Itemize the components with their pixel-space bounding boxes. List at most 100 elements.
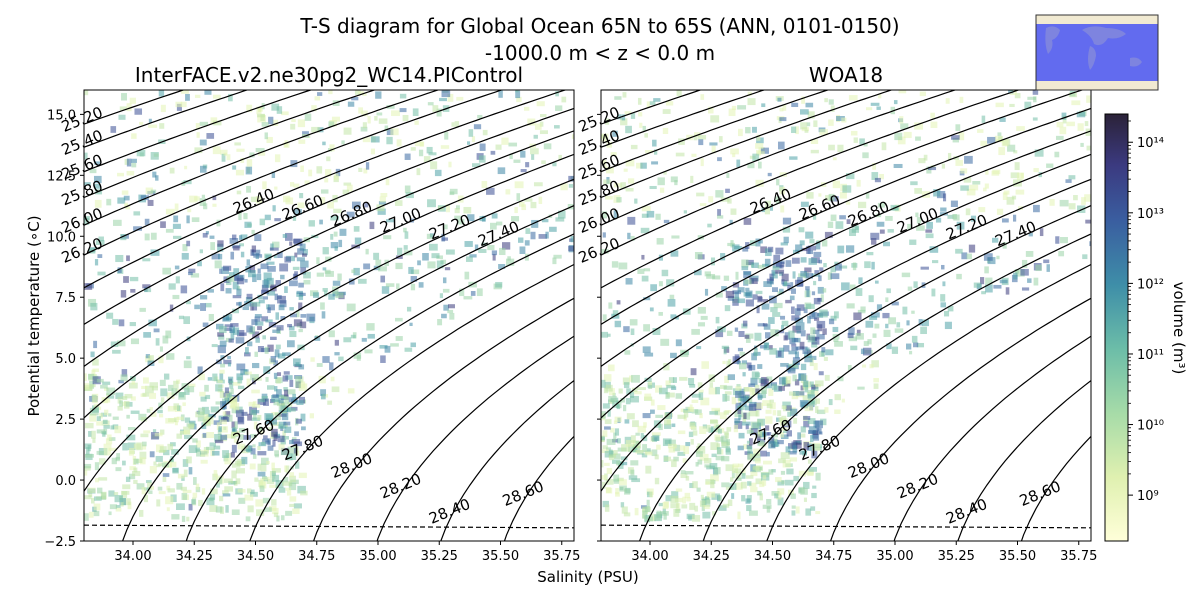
heatmap-cell [932,260,939,264]
heatmap-cell [762,504,772,509]
heatmap-cell [814,270,819,274]
heatmap-cell [126,434,136,441]
heatmap-cell [732,290,742,295]
heatmap-cell [791,343,797,347]
heatmap-cell [631,478,641,483]
heatmap-cell [410,147,416,151]
heatmap-cell [386,129,394,136]
isopycnal-line [601,90,703,125]
heatmap-cell [173,215,179,223]
heatmap-cell [202,410,210,415]
heatmap-cell [447,93,454,102]
heatmap-cell [692,481,698,489]
heatmap-cell [814,380,824,387]
heatmap-cell [247,341,253,347]
isopycnal-line [1020,435,1091,541]
heatmap-cell [781,434,789,439]
heatmap-cell [157,409,163,414]
heatmap-cell [818,193,822,197]
heatmap-cell [216,482,220,488]
heatmap-cell [960,185,969,191]
heatmap-cell [121,93,127,101]
heatmap-cell [360,126,368,132]
heatmap-cell [150,232,157,240]
heatmap-cell [293,503,302,509]
heatmap-cell [745,337,751,343]
heatmap-cell [1021,259,1028,268]
heatmap-cell [237,417,245,425]
heatmap-cell [289,503,295,508]
heatmap-cell [636,387,646,391]
heatmap-cell [240,251,245,258]
heatmap-cell [346,184,353,192]
heatmap-cell [295,418,302,424]
heatmap-cell [602,211,608,219]
heatmap-cell [343,337,352,343]
heatmap-cell [775,269,785,274]
heatmap-cell [679,376,688,381]
heatmap-cell [155,175,159,181]
heatmap-cell [624,419,630,424]
heatmap-cell [894,328,904,333]
x-tick-label: 34.75 [815,549,852,564]
heatmap-cell [721,441,730,446]
heatmap-cell [116,453,121,460]
heatmap-cell [454,208,460,214]
heatmap-cell [296,310,300,318]
heatmap-cell [805,102,814,108]
heatmap-cell [736,159,741,168]
heatmap-cell [274,412,281,421]
freezing-point-line [84,524,574,529]
heatmap-cell [997,132,1002,136]
heatmap-cell [246,378,251,387]
heatmap-cell [254,314,262,318]
heatmap-cell [150,152,159,160]
heatmap-cell [777,97,782,102]
heatmap-cell [657,177,665,186]
heatmap-cell [795,322,805,331]
heatmap-cell [602,430,608,438]
heatmap-cell [816,334,825,340]
heatmap-cell [285,487,291,491]
heatmap-cell [792,445,798,453]
heatmap-cell [685,475,690,481]
heatmap-cell [158,449,165,454]
heatmap-cell [620,502,625,508]
heatmap-cell [469,254,477,258]
heatmap-cell [759,431,767,438]
heatmap-cell [410,276,418,282]
heatmap-cell [293,183,300,188]
heatmap-cell [351,201,361,209]
heatmap-cell [1020,268,1029,276]
heatmap-cell [795,346,804,351]
heatmap-cell [200,449,209,457]
heatmap-cell [431,253,440,259]
heatmap-cell [666,392,675,398]
heatmap-cell [286,490,292,496]
heatmap-cell [993,284,1002,289]
heatmap-cell [126,414,130,419]
heatmap-cell [358,167,363,172]
heatmap-cell [828,119,834,126]
heatmap-cell [943,311,950,317]
heatmap-cell [644,393,652,401]
heatmap-cell [255,147,265,153]
contour-label: 28.00 [845,449,892,482]
heatmap-cell [779,377,786,385]
heatmap-cell [405,191,414,199]
heatmap-cell [669,294,675,300]
heatmap-cell [225,313,233,321]
heatmap-cell [762,323,768,327]
heatmap-cell [715,190,724,198]
heatmap-cell [92,368,99,372]
heatmap-cell [436,255,444,260]
heatmap-cell [499,247,506,256]
heatmap-cell [444,224,448,230]
heatmap-cell [916,217,922,224]
heatmap-cell [1058,250,1065,257]
heatmap-cell [853,137,858,143]
heatmap-cell [476,288,483,297]
heatmap-cell [755,478,763,485]
heatmap-cell [710,474,719,482]
heatmap-cell [113,492,119,496]
